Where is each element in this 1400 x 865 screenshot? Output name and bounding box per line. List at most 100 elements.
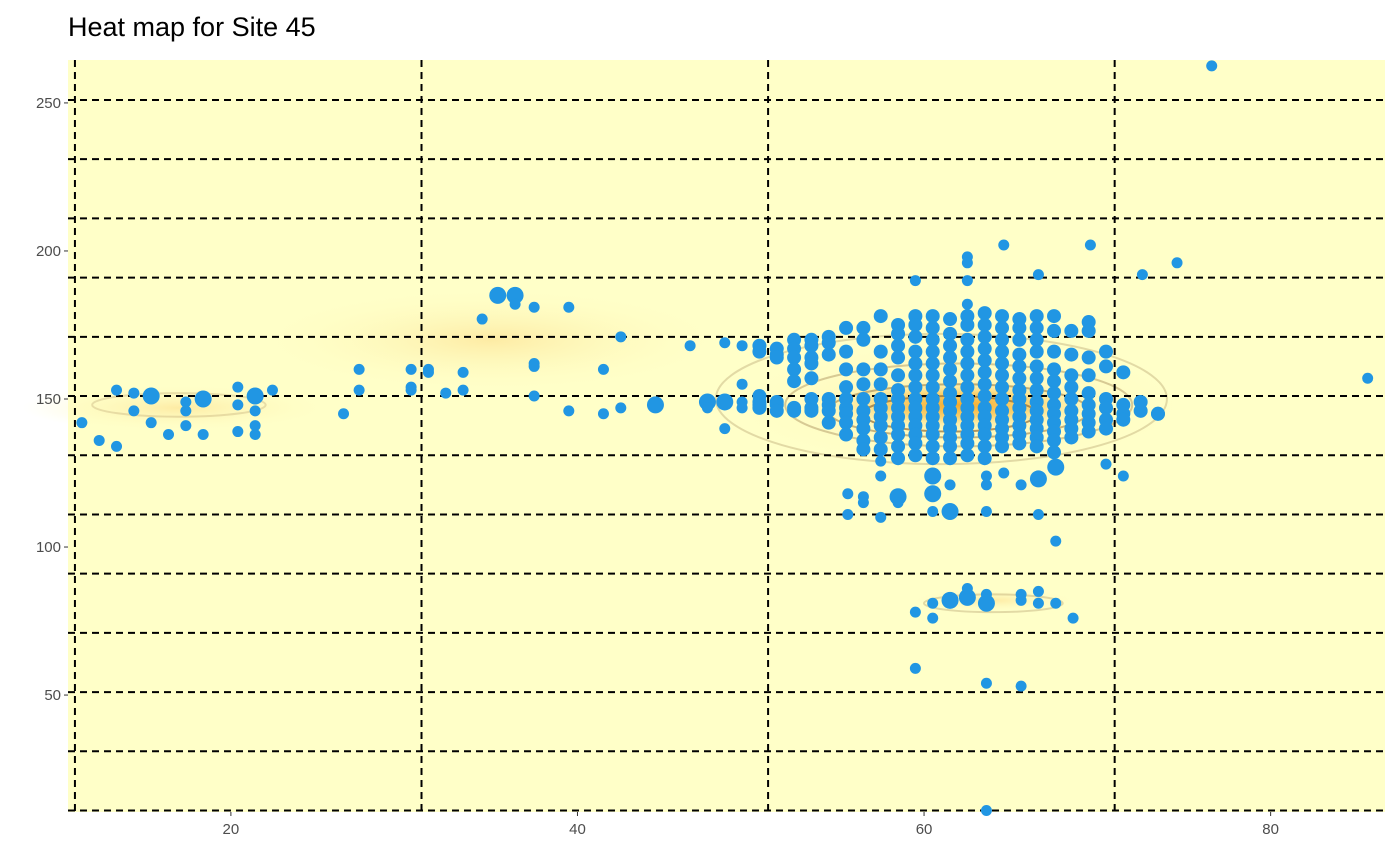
data-point (1067, 612, 1079, 624)
data-point (842, 488, 854, 500)
data-point (752, 344, 767, 359)
data-point (1047, 374, 1062, 389)
data-point (839, 427, 854, 442)
data-point (1206, 60, 1218, 72)
data-point (1029, 359, 1044, 374)
data-point (1032, 269, 1044, 281)
data-point (1100, 458, 1112, 470)
data-point (908, 368, 923, 383)
data-point (1099, 400, 1114, 415)
data-point (977, 306, 992, 321)
data-point (995, 380, 1010, 395)
axes: 20 40 60 80 50 100 150 200 250 (36, 95, 1279, 838)
data-point (1064, 368, 1079, 383)
data-point (891, 451, 906, 466)
data-point (1064, 347, 1079, 362)
data-point (563, 405, 575, 417)
data-point (142, 387, 160, 405)
data-point (925, 320, 940, 335)
data-point (960, 448, 975, 463)
data-point (111, 440, 123, 452)
data-point (995, 309, 1010, 324)
x-tick-label: 20 (223, 821, 240, 838)
data-point (960, 380, 975, 395)
data-point (857, 497, 869, 509)
data-point (995, 320, 1010, 335)
data-point (977, 451, 992, 466)
data-point (719, 337, 731, 349)
data-point (1047, 309, 1062, 324)
data-point (769, 350, 784, 365)
data-point (422, 366, 434, 378)
data-point (1029, 371, 1044, 386)
data-point (246, 387, 264, 405)
data-point (528, 390, 540, 402)
data-point (873, 362, 888, 377)
data-point (457, 384, 469, 396)
data-point (1116, 412, 1131, 427)
data-point (1081, 350, 1096, 365)
data-point (960, 436, 975, 451)
data-point (1047, 323, 1062, 338)
data-point (960, 317, 975, 332)
data-point (908, 344, 923, 359)
data-point (943, 350, 958, 365)
data-point (980, 479, 992, 491)
data-point (839, 320, 854, 335)
data-point (353, 384, 365, 396)
data-point (1099, 344, 1114, 359)
data-point (804, 338, 819, 353)
data-point (684, 340, 696, 352)
data-point (128, 405, 140, 417)
data-point (856, 332, 871, 347)
x-tick-label: 40 (569, 821, 586, 838)
data-point (891, 338, 906, 353)
data-point (842, 508, 854, 520)
data-point (891, 326, 906, 341)
data-point (925, 451, 940, 466)
data-point (995, 356, 1010, 371)
data-point (232, 381, 244, 393)
data-point (1047, 458, 1065, 476)
data-point (977, 377, 992, 392)
data-point (977, 427, 992, 442)
data-point (925, 309, 940, 324)
data-point (76, 417, 88, 429)
data-point (925, 439, 940, 454)
data-point (909, 275, 921, 287)
data-point (839, 344, 854, 359)
data-point (701, 402, 713, 414)
data-point (1081, 424, 1096, 439)
data-point (528, 360, 540, 372)
data-point (1015, 680, 1027, 692)
data-point (457, 366, 469, 378)
data-point (769, 403, 784, 418)
data-point (925, 380, 940, 395)
data-point (752, 400, 767, 415)
data-point (856, 362, 871, 377)
data-point (873, 377, 888, 392)
data-point (908, 436, 923, 451)
data-point (597, 363, 609, 375)
data-point (128, 387, 140, 399)
data-point (180, 396, 192, 408)
data-point (1029, 383, 1044, 398)
data-point (960, 368, 975, 383)
data-point (960, 332, 975, 347)
data-point (1012, 347, 1027, 362)
data-point (197, 429, 209, 441)
data-point (804, 403, 819, 418)
data-point (1032, 597, 1044, 609)
data-point (960, 344, 975, 359)
data-point (821, 415, 836, 430)
data-point (1029, 309, 1044, 324)
data-point (1081, 368, 1096, 383)
data-point (804, 371, 819, 386)
chart-title: Heat map for Site 45 (68, 12, 316, 42)
data-point (925, 344, 940, 359)
data-point (1099, 421, 1114, 436)
data-point (821, 347, 836, 362)
data-point (856, 377, 871, 392)
data-point (980, 805, 992, 817)
data-point (1047, 362, 1062, 377)
